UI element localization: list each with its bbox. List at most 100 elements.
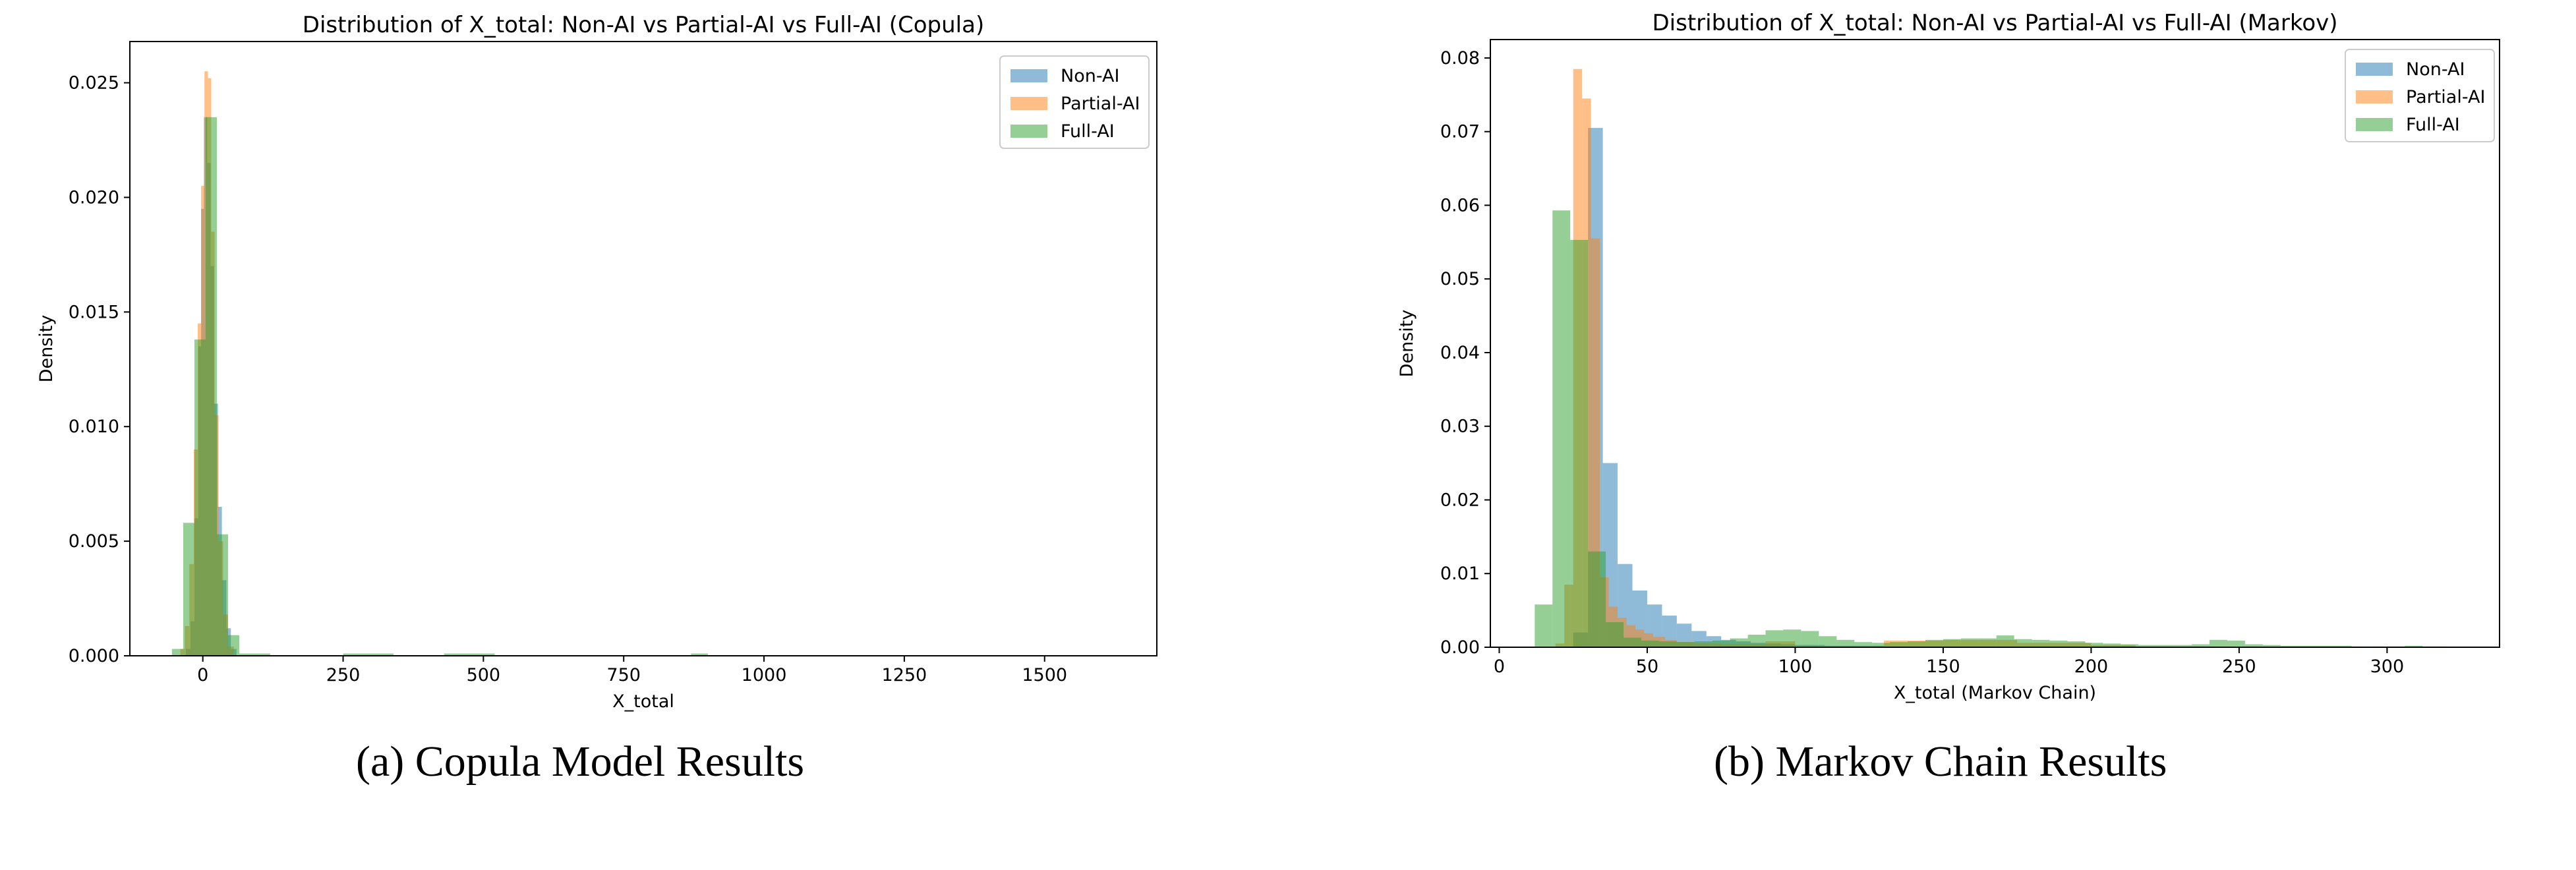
bar-full-ai xyxy=(2405,645,2423,647)
chart-title: Distribution of X_total: Non-AI vs Parti… xyxy=(1652,10,2337,36)
y-tick-label: 0.020 xyxy=(69,187,119,208)
y-tick-label: 0.015 xyxy=(69,302,119,322)
bar-full-ai xyxy=(1783,629,1801,647)
bar-full-ai xyxy=(1925,639,1943,647)
bar-full-ai xyxy=(2333,645,2352,647)
bar-full-ai xyxy=(1943,639,1961,647)
bar-full-ai xyxy=(2262,645,2281,647)
bar-full-ai xyxy=(2138,645,2157,647)
y-tick-label: 0.010 xyxy=(69,417,119,437)
copula-chart-panel: 0 250 500 750 1000 1250 1500 0.000 0.005 0.010 0.0… xyxy=(36,12,1157,786)
bars-group xyxy=(171,71,708,656)
bar-full-ai xyxy=(691,653,708,656)
legend-label-partial-ai: Partial-AI xyxy=(1061,94,1140,114)
y-tick-label: 0.02 xyxy=(1440,490,1480,510)
y-tick-label: 0.07 xyxy=(1440,122,1480,142)
x-tick-label: 0 xyxy=(1494,656,1505,677)
copula-histogram-chart: 0 250 500 750 1000 1250 1500 0.000 0.005 0.010 0.0… xyxy=(36,12,1157,712)
caption-a: (a) Copula Model Results xyxy=(356,738,805,786)
bar-full-ai xyxy=(2049,640,2068,647)
y-tick-label: 0.005 xyxy=(69,531,119,552)
bar-full-ai xyxy=(1854,642,1873,647)
legend-swatch-non-ai xyxy=(2356,63,2393,76)
y-tick-label: 0.05 xyxy=(1440,269,1480,289)
bar-full-ai xyxy=(1570,239,1589,647)
bar-full-ai xyxy=(2174,645,2192,647)
bar-full-ai xyxy=(1960,638,1979,647)
markov-histogram-chart: 0 50 100 150 200 250 300 0.00 0.01 0.02 0.03 0.04 0.… xyxy=(1397,10,2500,703)
bar-full-ai xyxy=(1890,642,1908,647)
bar-full-ai xyxy=(1836,639,1855,647)
axes-frame xyxy=(1490,39,2500,648)
bar-full-ai xyxy=(227,635,240,656)
legend-swatch-non-ai xyxy=(1010,69,1047,82)
legend-label-full-ai: Full-AI xyxy=(2406,115,2460,135)
y-tick-label: 0.01 xyxy=(1440,564,1480,584)
y-tick-label: 0.06 xyxy=(1440,195,1480,216)
bar-full-ai xyxy=(2121,644,2139,647)
x-tick-label: 1500 xyxy=(1022,665,1067,685)
x-tick-label: 750 xyxy=(606,665,641,685)
x-axis-label: X_total xyxy=(612,691,674,712)
legend-swatch-full-ai xyxy=(1010,125,1047,138)
bar-full-ai xyxy=(1908,641,1925,647)
bar-full-ai xyxy=(2244,644,2263,647)
legend-label-non-ai: Non-AI xyxy=(1061,66,1119,86)
bar-full-ai xyxy=(239,653,270,656)
x-tick-label: 500 xyxy=(467,665,501,685)
bar-full-ai xyxy=(171,649,183,656)
bar-full-ai xyxy=(1996,635,2014,647)
legend-label-non-ai: Non-AI xyxy=(2406,59,2465,80)
bar-full-ai xyxy=(2085,643,2103,647)
bar-full-ai xyxy=(2316,645,2334,647)
bar-full-ai xyxy=(2298,645,2316,647)
bar-full-ai xyxy=(343,653,394,656)
bar-full-ai xyxy=(205,117,217,656)
bar-full-ai xyxy=(1819,636,1837,647)
y-axis-label: Density xyxy=(36,315,57,383)
bar-full-ai xyxy=(2280,645,2298,647)
bar-full-ai xyxy=(1872,643,1890,647)
x-tick-label: 1250 xyxy=(882,665,927,685)
axes-frame xyxy=(129,41,1157,656)
legend-swatch-partial-ai xyxy=(1010,97,1047,110)
bar-full-ai xyxy=(1765,630,1784,647)
bar-full-ai xyxy=(183,523,194,656)
y-tick-label: 0.000 xyxy=(69,646,119,666)
bar-full-ai xyxy=(1747,635,1766,647)
x-tick-label: 150 xyxy=(1926,656,1960,677)
bar-non-ai xyxy=(1662,615,1677,647)
x-tick-label: 0 xyxy=(197,665,208,685)
legend-swatch-full-ai xyxy=(2356,118,2393,131)
bar-non-ai xyxy=(1676,624,1692,647)
y-tick-label: 0.025 xyxy=(69,73,119,94)
markov-chart-panel: 0 50 100 150 200 250 300 0.00 0.01 0.02 0.03 0.04 0.… xyxy=(1288,0,2576,870)
bar-full-ai xyxy=(1801,631,1819,647)
bar-full-ai xyxy=(1552,210,1571,647)
bars-group xyxy=(1535,69,2447,647)
y-tick-label: 0.00 xyxy=(1440,637,1480,658)
x-tick-label: 100 xyxy=(1778,656,1813,677)
bar-full-ai xyxy=(1712,640,1730,647)
y-tick-label: 0.08 xyxy=(1440,48,1480,69)
bar-full-ai xyxy=(2103,643,2121,647)
bar-full-ai xyxy=(2192,644,2210,647)
y-tick-label: 0.04 xyxy=(1440,343,1480,363)
bar-full-ai xyxy=(2210,639,2227,647)
chart-title: Distribution of X_total: Non-AI vs Parti… xyxy=(303,12,984,38)
x-tick-label: 1000 xyxy=(742,665,787,685)
bar-full-ai xyxy=(1588,551,1606,647)
bar-full-ai xyxy=(1658,641,1677,647)
bar-full-ai xyxy=(2227,640,2245,647)
bar-full-ai xyxy=(2014,639,2032,647)
bar-full-ai xyxy=(1624,637,1641,647)
y-axis-label: Density xyxy=(1397,310,1417,378)
bar-full-ai xyxy=(1694,641,1712,647)
legend-swatch-partial-ai xyxy=(2356,90,2393,103)
bar-full-ai xyxy=(1641,640,1659,647)
caption-b: (b) Markov Chain Results xyxy=(1714,738,2167,786)
bar-full-ai xyxy=(194,339,206,656)
bar-full-ai xyxy=(1730,638,1748,647)
bar-full-ai xyxy=(444,653,495,656)
bar-full-ai xyxy=(2156,645,2175,647)
